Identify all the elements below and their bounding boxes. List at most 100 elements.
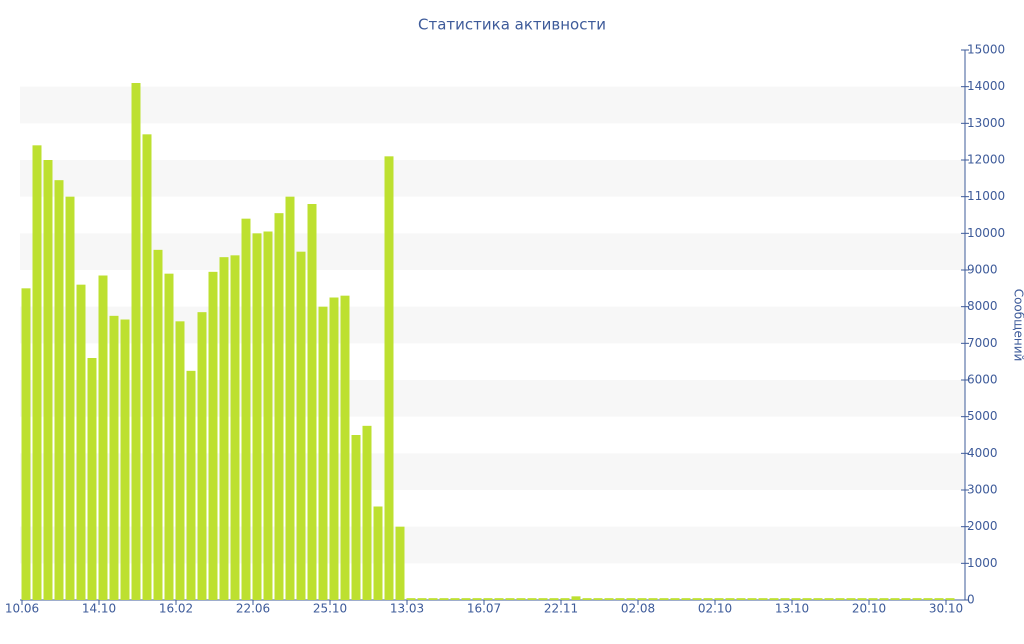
- bar: [836, 598, 845, 600]
- bar: [627, 598, 636, 600]
- x-tick-label: 25.10: [313, 602, 347, 616]
- bar: [264, 232, 273, 601]
- bar: [495, 598, 504, 600]
- bar: [550, 598, 559, 600]
- bar: [198, 312, 207, 600]
- grid-band: [20, 87, 965, 124]
- bar: [132, 83, 141, 600]
- y-tick-label: 11000: [967, 189, 1005, 203]
- bar: [726, 598, 735, 600]
- bar: [143, 134, 152, 600]
- bar: [440, 598, 449, 600]
- bar: [891, 598, 900, 600]
- bar: [594, 598, 603, 600]
- bar: [935, 598, 944, 600]
- bar: [539, 598, 548, 600]
- bar: [528, 598, 537, 600]
- y-axis-title: Сообщений: [1012, 289, 1024, 362]
- bar: [847, 598, 856, 600]
- x-tick-label: 22.11: [544, 602, 578, 616]
- grid-band: [20, 160, 965, 197]
- bar: [704, 598, 713, 600]
- bar: [308, 204, 317, 600]
- x-tick-label: 20.10: [852, 602, 886, 616]
- y-tick-label: 13000: [967, 116, 1005, 130]
- bar: [418, 598, 427, 600]
- y-tick-label: 8000: [967, 299, 998, 313]
- bar: [682, 598, 691, 600]
- bar: [737, 598, 746, 600]
- bar: [22, 288, 31, 600]
- y-tick-label: 6000: [967, 373, 998, 387]
- y-tick-label: 9000: [967, 263, 998, 277]
- bar: [451, 598, 460, 600]
- y-tick-label: 5000: [967, 409, 998, 423]
- y-tick-label: 2000: [967, 519, 998, 533]
- bar: [605, 598, 614, 600]
- bar: [814, 598, 823, 600]
- bar: [869, 598, 878, 600]
- bar: [66, 197, 75, 600]
- bar: [110, 316, 119, 600]
- bar: [396, 527, 405, 600]
- bar: [484, 598, 493, 600]
- bar: [209, 272, 218, 600]
- bar: [781, 598, 790, 600]
- bar: [649, 598, 658, 600]
- bar: [825, 598, 834, 600]
- x-tick-label: 10.06: [5, 602, 39, 616]
- bar: [473, 598, 482, 600]
- bar: [253, 233, 262, 600]
- chart-title: Статистика активности: [418, 16, 606, 34]
- bar: [319, 307, 328, 600]
- bar: [99, 276, 108, 601]
- x-tick-label: 13.10: [775, 602, 809, 616]
- x-tick-label: 14.10: [82, 602, 116, 616]
- bar: [187, 371, 196, 600]
- y-tick-label: 14000: [967, 79, 1005, 93]
- bar: [693, 598, 702, 600]
- bar: [803, 598, 812, 600]
- bar: [77, 285, 86, 600]
- x-tick-label: 13.03: [390, 602, 424, 616]
- bar: [748, 598, 757, 600]
- bar: [561, 598, 570, 600]
- bar: [660, 598, 669, 600]
- bar: [330, 298, 339, 601]
- x-tick-label: 22.06: [236, 602, 270, 616]
- bar: [341, 296, 350, 600]
- bar: [363, 426, 372, 600]
- bar: [946, 598, 955, 600]
- bar: [616, 598, 625, 600]
- y-tick-label: 7000: [967, 336, 998, 350]
- y-tick-label: 0: [967, 593, 975, 607]
- bar: [913, 598, 922, 600]
- bar: [407, 598, 416, 600]
- bar: [572, 596, 581, 600]
- bar: [33, 145, 42, 600]
- x-tick-label: 02.08: [621, 602, 655, 616]
- bar: [44, 160, 53, 600]
- y-tick-label: 15000: [967, 43, 1005, 57]
- bar: [506, 598, 515, 600]
- y-tick-label: 1000: [967, 556, 998, 570]
- bar: [352, 435, 361, 600]
- bar: [770, 598, 779, 600]
- y-tick-label: 12000: [967, 153, 1005, 167]
- bar: [671, 598, 680, 600]
- bar: [55, 180, 64, 600]
- bar: [88, 358, 97, 600]
- y-tick-label: 3000: [967, 483, 998, 497]
- bar: [176, 321, 185, 600]
- bar: [858, 598, 867, 600]
- bar: [715, 598, 724, 600]
- bar: [121, 320, 130, 601]
- bar: [165, 274, 174, 600]
- x-tick-label: 16.07: [467, 602, 501, 616]
- x-tick-label: 02.10: [698, 602, 732, 616]
- x-tick-label: 16.02: [159, 602, 193, 616]
- y-tick-label: 10000: [967, 226, 1005, 240]
- bar: [462, 598, 471, 600]
- bar: [880, 598, 889, 600]
